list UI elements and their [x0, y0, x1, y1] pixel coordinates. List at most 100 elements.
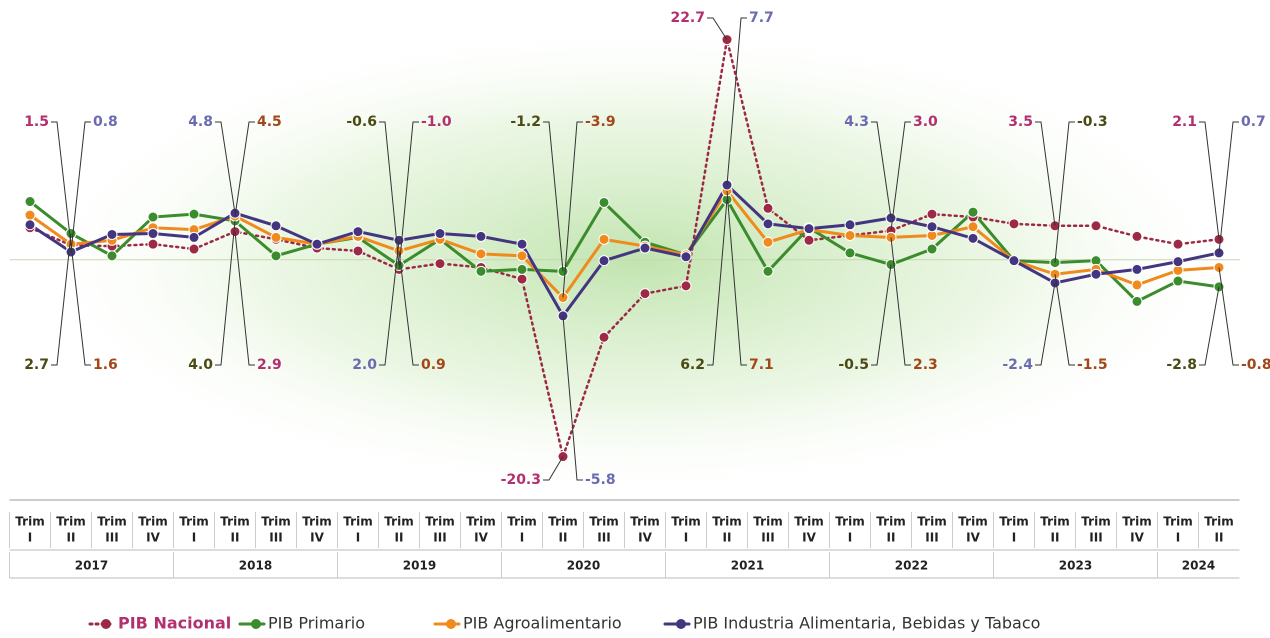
data-point — [1172, 238, 1184, 250]
data-point — [434, 258, 446, 270]
annotation-label: -2.4 — [1002, 357, 1033, 373]
annotation-label: 7.1 — [749, 357, 774, 373]
annotation-label: 0.9 — [421, 357, 446, 373]
x-tick-label: III — [597, 531, 610, 545]
data-point — [1172, 275, 1184, 287]
annotation-label: -0.8 — [1241, 357, 1270, 373]
x-tick-label: I — [28, 531, 32, 545]
year-label: 2019 — [403, 559, 436, 573]
annotation-leader — [51, 233, 72, 366]
annotation-leader — [1054, 274, 1075, 366]
legend-swatch-point — [446, 619, 456, 629]
data-point — [188, 231, 200, 243]
annotation-leader — [234, 231, 255, 366]
data-point — [967, 221, 979, 233]
x-tick-label: IV — [310, 531, 324, 545]
data-point — [803, 223, 815, 235]
annotation-leader — [543, 456, 564, 481]
annotation-leader — [1035, 121, 1056, 226]
data-point — [844, 247, 856, 259]
annotation-leader — [379, 240, 400, 366]
x-tick-prefix: Trim — [466, 515, 495, 529]
data-point — [475, 230, 487, 242]
x-tick-label: II — [395, 531, 404, 545]
data-point — [352, 245, 364, 257]
x-tick-prefix: Trim — [1081, 515, 1110, 529]
data-point — [188, 208, 200, 220]
annotation-label: 1.6 — [93, 357, 118, 373]
annotation-label: -1.0 — [421, 114, 452, 130]
annotation-label: -1.2 — [510, 114, 541, 130]
data-point — [680, 251, 692, 263]
x-tick-prefix: Trim — [138, 515, 167, 529]
x-tick-label: IV — [638, 531, 652, 545]
x-tick-label: III — [433, 531, 446, 545]
x-tick-prefix: Trim — [999, 515, 1028, 529]
legend-label: PIB Nacional — [118, 614, 231, 633]
x-tick-prefix: Trim — [220, 515, 249, 529]
annotation-label: 4.5 — [257, 114, 282, 130]
annotation-leader — [726, 17, 747, 186]
x-tick-label: II — [1051, 531, 1060, 545]
x-tick-prefix: Trim — [876, 515, 905, 529]
x-tick-label: III — [1089, 531, 1102, 545]
data-point — [106, 250, 118, 262]
annotation-leader — [543, 121, 564, 272]
data-point — [270, 231, 282, 243]
data-point — [639, 288, 651, 300]
legend-swatch-point — [676, 619, 686, 629]
x-tick-prefix: Trim — [1204, 515, 1233, 529]
year-label: 2024 — [1182, 559, 1215, 573]
annotation-leader — [215, 220, 236, 366]
x-tick-label: II — [67, 531, 76, 545]
data-point — [1090, 220, 1102, 232]
data-point — [844, 219, 856, 231]
x-tick-label: IV — [802, 531, 816, 545]
annotation-leader — [1199, 121, 1220, 240]
annotation-label: -20.3 — [501, 472, 541, 488]
x-tick-label: I — [520, 531, 524, 545]
year-label: 2020 — [567, 559, 600, 573]
annotation-label: -0.6 — [346, 114, 377, 130]
annotation-leader — [398, 250, 419, 366]
data-point — [967, 206, 979, 218]
x-tick-prefix: Trim — [179, 515, 208, 529]
legend-swatch-point — [101, 619, 111, 629]
annotation-label: 2.3 — [913, 357, 938, 373]
x-tick-label: III — [105, 531, 118, 545]
x-tick-prefix: Trim — [384, 515, 413, 529]
data-point — [1008, 255, 1020, 267]
x-tick-prefix: Trim — [671, 515, 700, 529]
data-point — [24, 219, 36, 231]
data-point — [270, 220, 282, 232]
annotation-label: 4.8 — [188, 114, 213, 130]
data-point — [762, 236, 774, 248]
annotation-label: 6.2 — [680, 357, 705, 373]
x-tick-label: IV — [1130, 531, 1144, 545]
annotation-leader — [726, 190, 747, 366]
annotation-leader — [398, 121, 419, 270]
data-point — [1090, 268, 1102, 280]
x-tick-prefix: Trim — [302, 515, 331, 529]
annotation-label: -2.8 — [1166, 357, 1197, 373]
annotation-leader — [234, 121, 255, 217]
annotation-leader — [70, 244, 91, 366]
data-point — [1131, 279, 1143, 291]
data-point — [680, 280, 692, 292]
annotation-label: -0.5 — [838, 357, 869, 373]
x-tick-prefix: Trim — [589, 515, 618, 529]
annotation-leader — [871, 121, 892, 219]
annotation-leader — [707, 199, 728, 366]
legend-label: PIB Primario — [268, 614, 365, 633]
annotation-leader — [1199, 286, 1220, 366]
data-point — [516, 273, 528, 285]
data-point — [516, 250, 528, 262]
x-tick-label: I — [1176, 531, 1180, 545]
x-tick-prefix: Trim — [97, 515, 126, 529]
series-line — [28, 182, 1221, 319]
data-point — [803, 234, 815, 246]
annotation-label: 4.3 — [844, 114, 869, 130]
data-point — [516, 263, 528, 275]
year-label: 2017 — [75, 559, 108, 573]
